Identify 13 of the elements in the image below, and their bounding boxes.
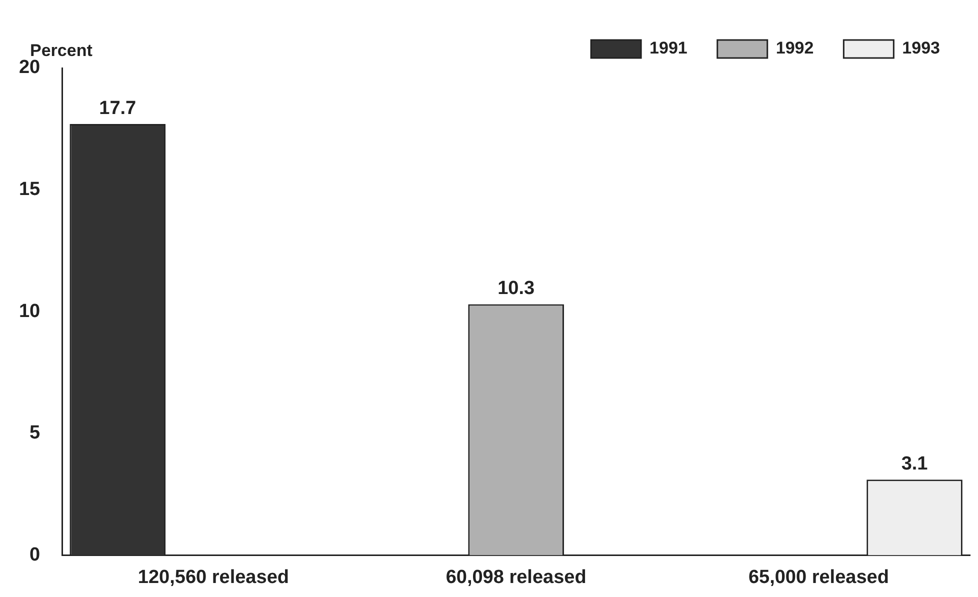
legend-label: 1991 [650,38,688,58]
y-tick-label: 5 [30,422,41,444]
x-tick-label: 120,560 released [138,566,289,588]
y-tick-label: 0 [30,544,40,566]
x-tick-label: 60,098 released [446,566,586,588]
y-tick-label: 15 [18,179,41,200]
x-tick-label: 65,000 released [748,566,889,588]
y-tick-label: 10 [18,300,40,322]
legend-label: 1993 [902,38,940,58]
data-label: 17.7 [99,98,136,119]
data-label: 3.1 [901,453,928,474]
data-label: 10.3 [498,278,535,300]
legend-label: 1992 [776,38,814,58]
